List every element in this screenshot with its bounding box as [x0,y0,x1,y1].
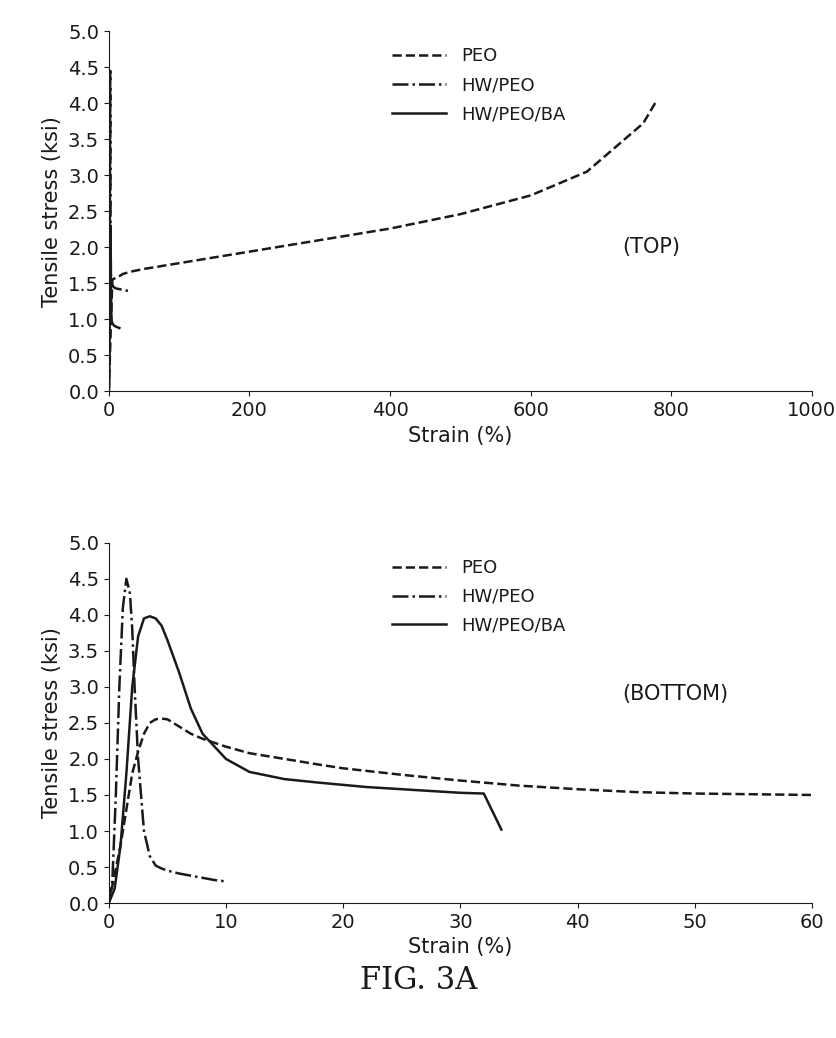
Legend: PEO, HW/PEO, HW/PEO/BA: PEO, HW/PEO, HW/PEO/BA [385,40,572,131]
Text: FIG. 3A: FIG. 3A [359,965,477,996]
X-axis label: Strain (%): Strain (%) [408,937,512,957]
Text: (BOTTOM): (BOTTOM) [621,684,727,704]
Text: (TOP): (TOP) [621,238,679,257]
X-axis label: Strain (%): Strain (%) [408,426,512,445]
Y-axis label: Tensile stress (ksi): Tensile stress (ksi) [43,628,63,818]
Y-axis label: Tensile stress (ksi): Tensile stress (ksi) [43,116,63,306]
Legend: PEO, HW/PEO, HW/PEO/BA: PEO, HW/PEO, HW/PEO/BA [385,552,572,641]
